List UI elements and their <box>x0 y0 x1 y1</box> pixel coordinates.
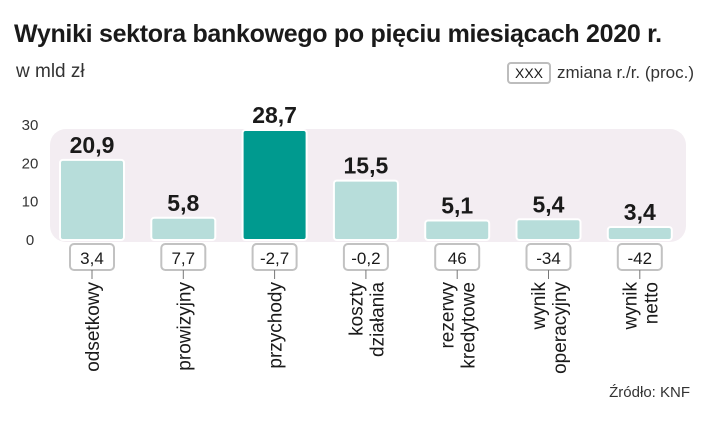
legend: XXX zmiana r./r. (proc.) <box>507 62 694 84</box>
bar <box>59 158 125 241</box>
category-label: odsetkowy <box>83 282 104 372</box>
bar <box>424 219 491 241</box>
category-label-line: operacyjny <box>550 282 571 374</box>
category-label: przychody <box>266 282 287 369</box>
chart-subtitle: w mld zł <box>16 61 85 82</box>
bar <box>332 179 399 241</box>
source-note: Źródło: KNF <box>609 384 690 401</box>
category-label-line: prowizyjny <box>174 282 195 371</box>
category-label-line: wynik <box>620 282 641 331</box>
bar-value-label: 15,5 <box>344 153 389 179</box>
bar <box>241 128 308 242</box>
change-label: -0,2 <box>351 249 380 268</box>
change-label: 7,7 <box>171 249 195 268</box>
category-label: rezerwykredytowe <box>438 282 480 369</box>
y-tick-label: 30 <box>22 117 39 134</box>
bar-value-label: 5,8 <box>167 190 199 216</box>
category-label-line: kredytowe <box>459 282 480 369</box>
bar-value-label: 28,7 <box>252 102 297 128</box>
category-label-line: odsetkowy <box>83 282 104 372</box>
category-label-line: netto <box>641 282 662 324</box>
category-label-line: koszty <box>346 282 367 336</box>
change-label: 3,4 <box>80 249 104 268</box>
category-label: wyniknetto <box>620 282 662 331</box>
bar <box>606 225 673 241</box>
category-label: kosztydziałania <box>346 282 388 357</box>
y-tick-label: 20 <box>22 155 39 172</box>
y-tick-label: 0 <box>26 232 34 249</box>
category-label-line: przychody <box>266 282 287 369</box>
category-label: prowizyjny <box>174 282 195 371</box>
change-label: -42 <box>628 249 653 268</box>
bar-value-label: 20,9 <box>70 132 115 158</box>
bar-value-label: 3,4 <box>624 199 656 225</box>
change-label: -34 <box>536 249 561 268</box>
bar <box>515 218 582 242</box>
change-label: 46 <box>448 249 467 268</box>
bar <box>150 216 217 241</box>
category-label-line: działania <box>367 282 388 357</box>
legend-text: zmiana r./r. (proc.) <box>557 63 694 82</box>
legend-box: XXX <box>507 62 552 84</box>
category-label-line: rezerwy <box>438 282 459 349</box>
change-label: -2,7 <box>260 249 289 268</box>
bar-value-label: 5,4 <box>533 191 565 217</box>
chart-title: Wyniki sektora bankowego po pięciu miesi… <box>14 20 662 48</box>
category-label: wynikoperacyjny <box>529 282 571 374</box>
bar-value-label: 5,1 <box>441 192 473 218</box>
y-tick-label: 10 <box>22 194 39 211</box>
category-label-line: wynik <box>529 282 550 331</box>
